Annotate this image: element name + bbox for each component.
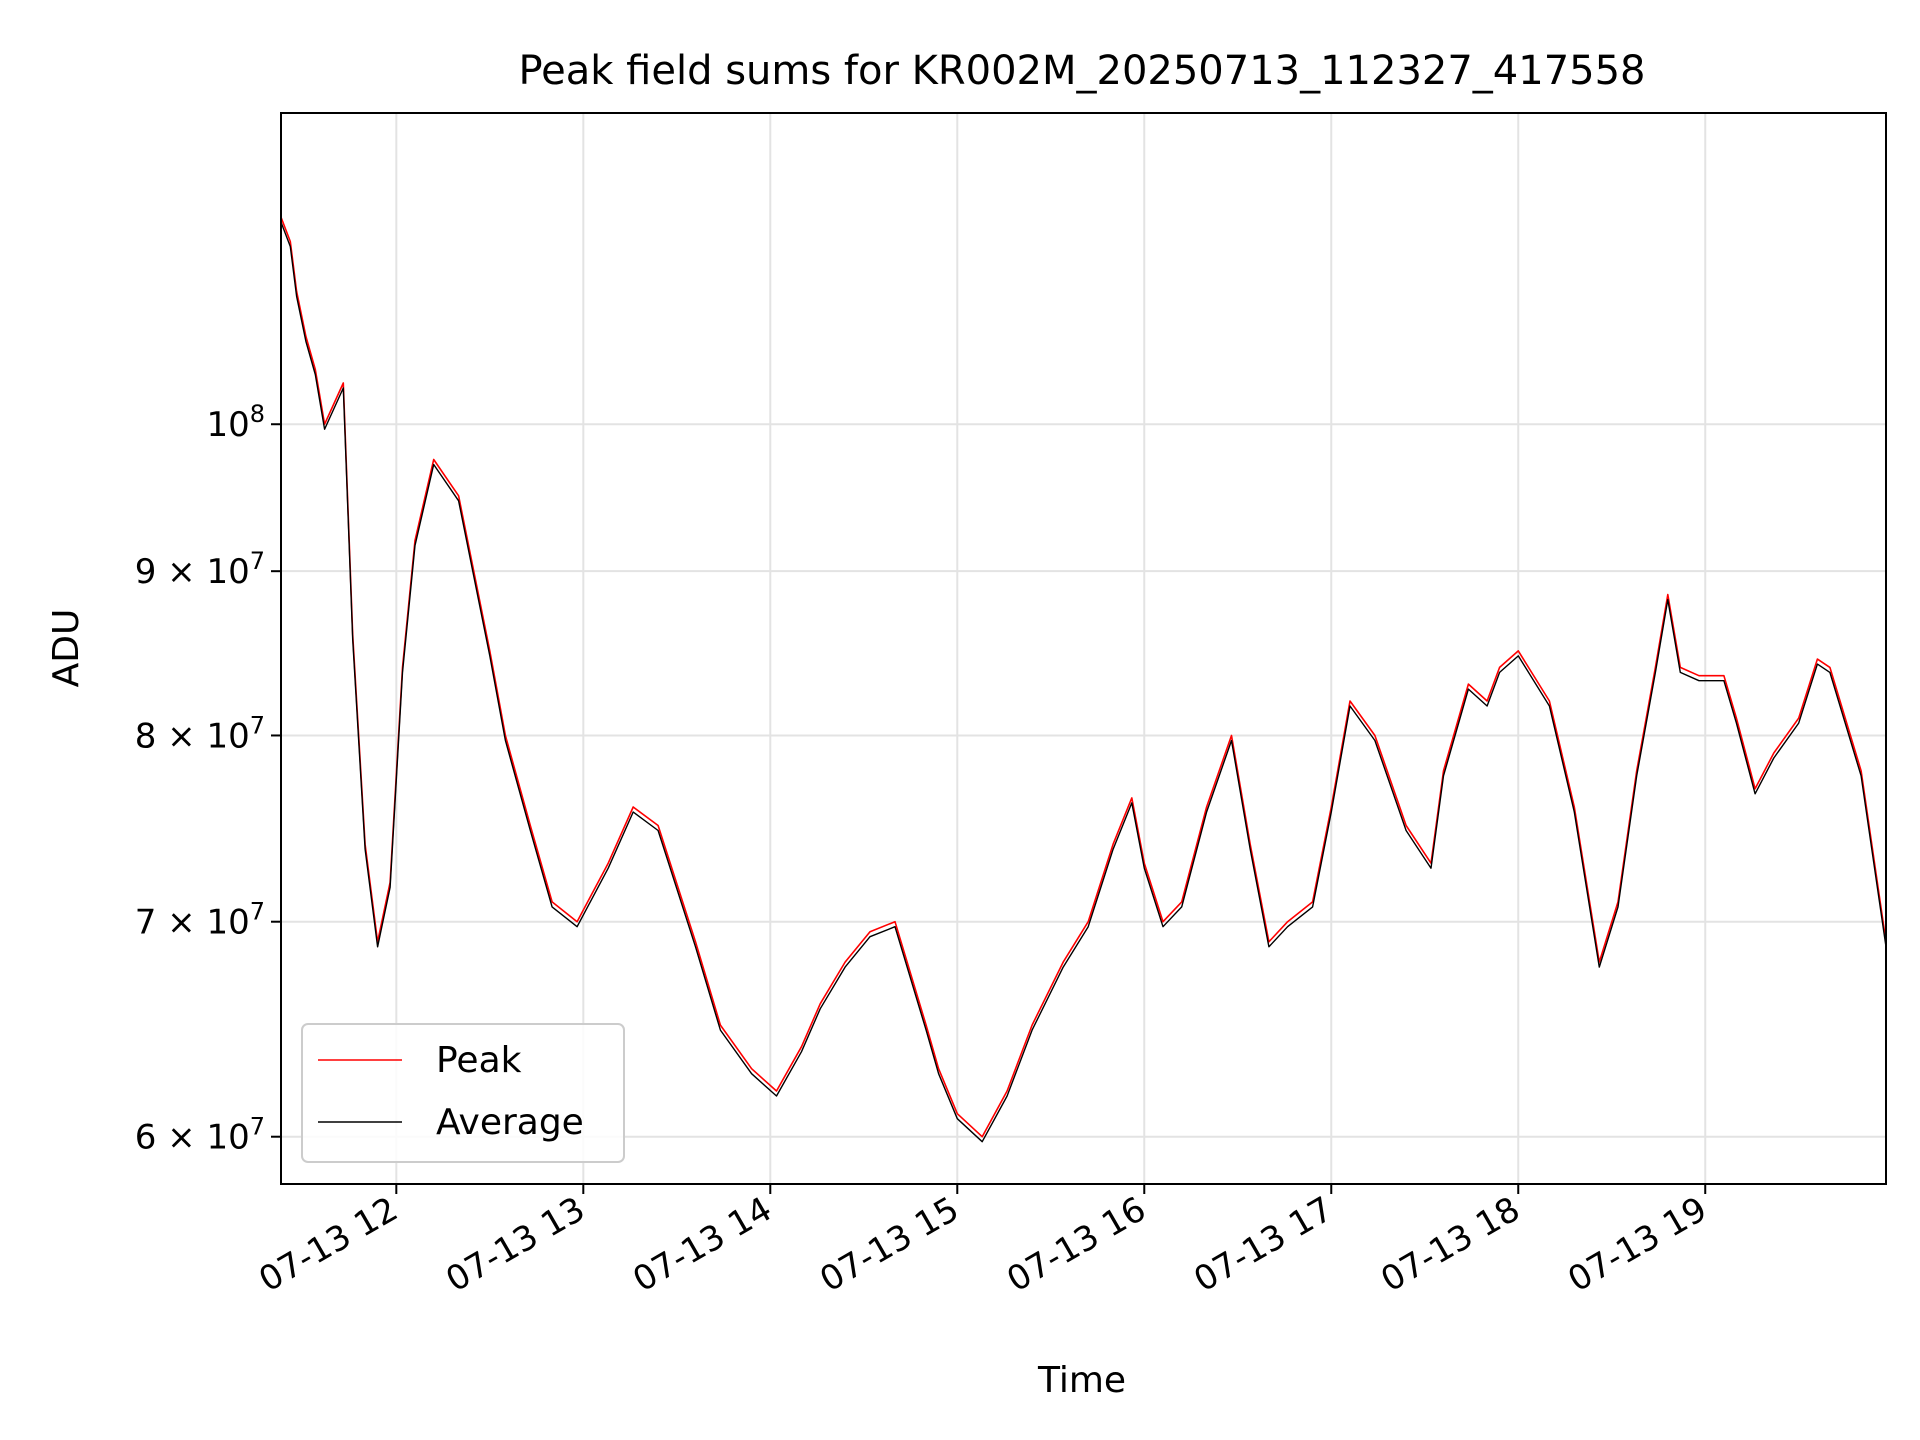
series-line-peak bbox=[281, 216, 1886, 1138]
legend: Peak Average bbox=[301, 1023, 625, 1163]
chart-title: Peak field sums for KR002M_20250713_1123… bbox=[518, 48, 1645, 94]
y-tick-label: 9 × 107 bbox=[135, 547, 265, 592]
series-layer bbox=[281, 216, 1886, 1143]
y-tick-label: 6 × 107 bbox=[135, 1113, 265, 1158]
series-line-average bbox=[281, 221, 1886, 1143]
y-axis-label: ADU bbox=[46, 609, 87, 688]
plot-area bbox=[281, 216, 1886, 1143]
legend-box bbox=[301, 1023, 625, 1163]
plot-frame bbox=[280, 112, 1887, 1185]
x-axis-label: Time bbox=[1037, 1360, 1126, 1401]
legend-label-average: Average bbox=[436, 1102, 584, 1143]
y-tick-label: 8 × 107 bbox=[135, 711, 265, 756]
y-tick-label: 7 × 107 bbox=[135, 898, 265, 943]
legend-label-peak: Peak bbox=[436, 1040, 522, 1081]
